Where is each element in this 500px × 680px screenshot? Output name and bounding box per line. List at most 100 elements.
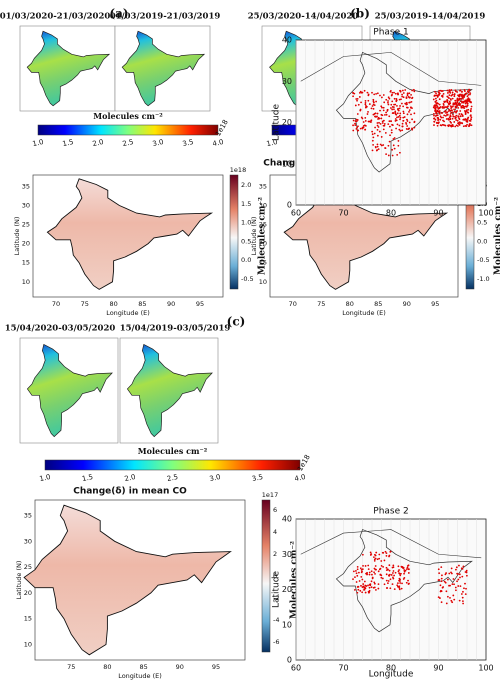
- fire-hotspot: [370, 107, 373, 110]
- fire-hotspot: [387, 96, 390, 99]
- fire-hotspot: [366, 573, 369, 576]
- fire-hotspot: [387, 123, 390, 125]
- fire-hotspot: [469, 124, 471, 127]
- fire-hotspot: [391, 572, 394, 574]
- fire-hotspot: [466, 111, 469, 114]
- fire-hotspot: [458, 599, 461, 602]
- x-tick-label: 70: [52, 300, 60, 308]
- fire-hotspot: [402, 110, 405, 113]
- fire-hotspot: [454, 115, 456, 118]
- fire-hotspot: [453, 583, 455, 586]
- fire-hotspot: [356, 586, 359, 588]
- fire-hotspot: [361, 127, 364, 130]
- fire-hotspot: [433, 114, 435, 117]
- fire-hotspot: [462, 590, 464, 593]
- fire-hotspot: [469, 92, 472, 94]
- colorbar-tick: 1.5: [81, 473, 94, 483]
- fire-hotspot: [438, 107, 441, 110]
- fire-hotspot: [462, 125, 465, 128]
- fire-hotspot: [460, 90, 463, 93]
- fire-hotspot: [373, 559, 376, 562]
- fire-hotspot: [402, 119, 405, 122]
- fire-hotspot: [386, 568, 389, 571]
- fire-hotspot: [437, 119, 439, 122]
- fire-hotspot: [391, 112, 394, 115]
- fire-hotspot: [376, 124, 379, 127]
- fire-hotspot: [435, 94, 438, 97]
- fire-hotspot: [364, 102, 367, 104]
- fire-hotspot: [393, 91, 395, 94]
- fire-hotspot: [371, 139, 374, 142]
- neighbor-outline: [300, 52, 482, 86]
- fire-hotspot: [399, 574, 402, 577]
- panel-label: (c): [227, 315, 246, 329]
- fire-hotspot: [453, 93, 456, 96]
- x-tick-label: 60: [291, 209, 301, 218]
- fire-hotspot: [360, 569, 363, 571]
- fire-hotspot: [456, 125, 459, 127]
- fire-hotspot: [376, 128, 379, 131]
- colorbar-label: Molecules cm⁻²: [93, 111, 163, 121]
- colorbar-tick: 2.0: [124, 473, 137, 483]
- x-tick-label: 85: [374, 300, 382, 308]
- fire-hotspot: [456, 573, 459, 576]
- x-axis-label: Longitude (E): [118, 672, 162, 680]
- fire-hotspot: [398, 124, 401, 127]
- x-tick-label: 70: [338, 664, 348, 673]
- fire-hotspot: [458, 573, 461, 576]
- fire-hotspot: [435, 114, 438, 117]
- fire-hotspot: [381, 122, 384, 124]
- fire-hotspot: [462, 600, 464, 603]
- x-tick-label: 95: [196, 300, 204, 308]
- fire-hotspot: [448, 100, 451, 103]
- fire-hotspot: [454, 105, 457, 108]
- fire-hotspot: [460, 106, 463, 109]
- fire-hotspot: [411, 89, 414, 92]
- fire-hotspot: [398, 588, 401, 591]
- fire-hotspot: [407, 95, 410, 98]
- fire-hotspot: [363, 89, 366, 92]
- fire-hotspot: [438, 103, 441, 106]
- fire-hotspot: [354, 104, 357, 107]
- fire-hotspot: [398, 128, 401, 131]
- fire-hotspot: [436, 96, 439, 98]
- fire-hotspot: [374, 565, 377, 567]
- fire-hotspot: [463, 107, 466, 110]
- fire-hotspot: [394, 571, 397, 574]
- fire-hotspot: [441, 574, 443, 577]
- fire-hotspot: [458, 123, 460, 126]
- fire-hotspot: [440, 116, 443, 119]
- fire-hotspot: [387, 580, 390, 582]
- fire-hotspot: [370, 553, 373, 555]
- y-tick-label: 10: [282, 159, 292, 168]
- x-tick-label: 75: [81, 300, 89, 308]
- fire-hotspot: [442, 119, 444, 122]
- fire-hotspot: [372, 98, 375, 101]
- fire-hotspot: [468, 119, 471, 122]
- fire-hotspot: [397, 116, 400, 118]
- fire-hotspot: [399, 112, 402, 115]
- fire-hotspot: [357, 103, 360, 106]
- fire-hotspot: [458, 113, 461, 115]
- fire-hotspot: [433, 117, 436, 120]
- fire-hotspot: [397, 144, 400, 147]
- fire-hotspot: [364, 116, 367, 119]
- fire-hotspot: [445, 572, 448, 574]
- x-axis-label: Longitude (E): [342, 309, 386, 317]
- colorbar-tick: -2: [273, 594, 279, 602]
- fire-hotspot: [402, 96, 405, 99]
- fire-hotspot: [392, 138, 395, 140]
- fire-hotspot: [446, 595, 449, 598]
- fire-hotspot: [452, 103, 455, 106]
- fire-hotspot: [360, 575, 363, 578]
- y-tick-label: 20: [282, 118, 292, 127]
- change-title: Change(δ) in mean CO: [73, 487, 187, 497]
- y-tick-label: 10: [282, 620, 292, 629]
- fire-hotspot: [434, 97, 437, 100]
- fire-hotspot: [433, 124, 435, 126]
- fire-hotspot: [392, 566, 395, 569]
- fire-hotspot: [356, 568, 359, 571]
- fire-hotspot: [461, 93, 463, 96]
- fire-hotspot: [391, 124, 394, 127]
- colorbar-tick: 0.0: [477, 237, 487, 245]
